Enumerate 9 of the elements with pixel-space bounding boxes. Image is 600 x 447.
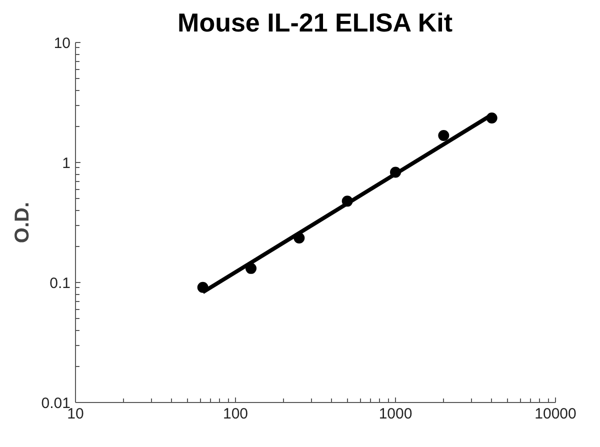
chart-title: Mouse IL-21 ELISA Kit — [178, 8, 453, 38]
x-tick-label: 10000 — [534, 406, 576, 422]
y-tick-label: 0.1 — [50, 275, 71, 292]
y-tick-label: 10 — [54, 35, 71, 52]
y-tick-label: 1 — [62, 155, 70, 172]
y-axis-title: O.D. — [11, 202, 34, 244]
x-tick-label: 100 — [222, 406, 248, 422]
x-tick-label: 1000 — [378, 406, 412, 422]
point — [438, 130, 450, 141]
